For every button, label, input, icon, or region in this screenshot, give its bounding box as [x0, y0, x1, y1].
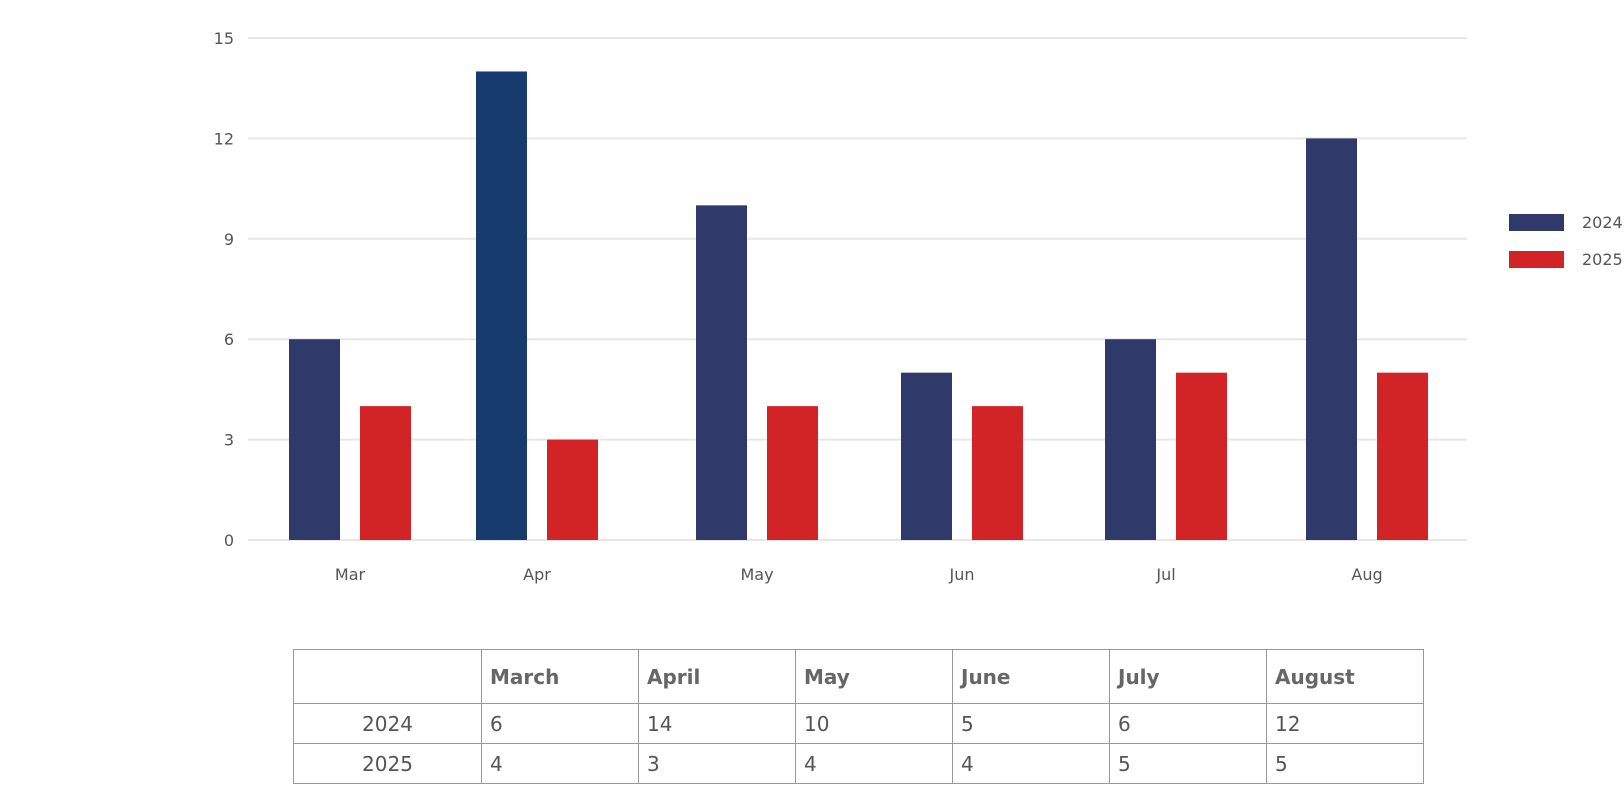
table-cell: 4	[952, 743, 1110, 784]
table-header-cell: April	[638, 649, 796, 704]
x-tick-label: Aug	[1351, 565, 1382, 584]
bar-chart: 0 3 6 9 12 15 Mar Apr May Jun Jul Aug 2024 2025	[214, 29, 1623, 584]
table-row-label: 2025	[293, 743, 482, 784]
table-cell: 4	[795, 743, 953, 784]
legend-swatch-2024	[1509, 214, 1564, 231]
table-header-cell	[293, 649, 482, 704]
bar-2025-jun	[972, 406, 1023, 540]
legend-label: 2024	[1582, 213, 1623, 232]
table-header-cell: July	[1109, 649, 1267, 704]
bar-2024-jul	[1105, 339, 1156, 540]
bar-2025-aug	[1377, 372, 1428, 540]
legend-label: 2025	[1582, 250, 1623, 269]
table-cell: 6	[1109, 703, 1267, 744]
bar-2024-mar	[289, 339, 340, 540]
y-tick-label: 12	[214, 129, 234, 148]
table-cell: 3	[638, 743, 796, 784]
table-cell: 10	[795, 703, 953, 744]
bar-2025-apr	[547, 439, 598, 540]
chart-svg: 0 3 6 9 12 15 Mar Apr May Jun Jul Aug 2024 2025	[214, 29, 1623, 584]
bar-2025-jul	[1176, 372, 1227, 540]
y-tick-label: 3	[224, 431, 234, 450]
bar-2024-jun	[901, 372, 952, 540]
bar-2024-may	[696, 205, 747, 541]
table-header-cell: June	[952, 649, 1110, 704]
bar-2025-may	[767, 406, 818, 540]
x-tick-label: Apr	[523, 565, 551, 584]
y-tick-label: 15	[214, 29, 234, 48]
bar-2024-apr	[476, 71, 527, 540]
x-tick-label: Jul	[1155, 565, 1175, 584]
legend-swatch-2025	[1509, 251, 1564, 268]
y-tick-label: 6	[224, 330, 234, 349]
bar-2024-aug	[1306, 138, 1357, 540]
table-cell: 12	[1266, 703, 1424, 744]
table-cell: 5	[952, 703, 1110, 744]
x-tick-label: Jun	[949, 565, 975, 584]
y-tick-label: 0	[224, 531, 234, 550]
table-cell: 5	[1109, 743, 1267, 784]
table-row: 2025 4 3 4 4 5 5	[293, 743, 1424, 784]
table-cell: 5	[1266, 743, 1424, 784]
data-table: March April May June July August 2024 6 …	[293, 649, 1424, 784]
table-row: 2024 6 14 10 5 6 12	[293, 703, 1424, 744]
bar-2025-mar	[360, 406, 411, 540]
y-tick-label: 9	[224, 230, 234, 249]
table-row-label: 2024	[293, 703, 482, 744]
table-header-row: March April May June July August	[293, 649, 1424, 704]
table-header-cell: May	[795, 649, 953, 704]
table-cell: 14	[638, 703, 796, 744]
table-cell: 6	[481, 703, 639, 744]
table-header-cell: August	[1266, 649, 1424, 704]
x-tick-label: Mar	[335, 565, 366, 584]
table-header-cell: March	[481, 649, 639, 704]
table-cell: 4	[481, 743, 639, 784]
x-tick-label: May	[740, 565, 773, 584]
